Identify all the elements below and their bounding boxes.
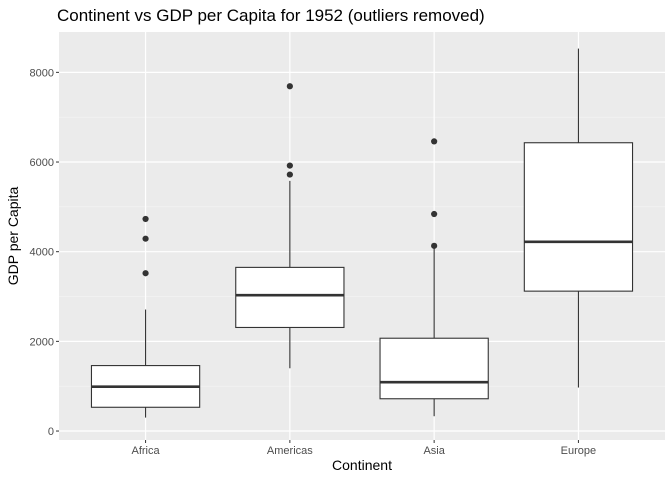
y-tick-label: 4000 bbox=[30, 247, 54, 259]
y-tick-label: 8000 bbox=[30, 67, 54, 79]
y-axis-title: GDP per Capita bbox=[5, 187, 21, 286]
outlier-point bbox=[142, 270, 149, 277]
outlier-point bbox=[142, 215, 149, 223]
outlier-point bbox=[431, 138, 438, 145]
x-tick-label: Africa bbox=[132, 445, 161, 457]
box-africa bbox=[90, 215, 201, 418]
x-axis-title: Continent bbox=[332, 457, 392, 473]
box-iqr bbox=[523, 142, 634, 292]
outlier-point bbox=[431, 210, 438, 218]
box-europe bbox=[523, 48, 634, 388]
x-tick-label: Americas bbox=[267, 445, 313, 457]
y-tick-label: 2000 bbox=[30, 336, 54, 348]
x-tick-label: Asia bbox=[423, 445, 445, 457]
outlier-point bbox=[286, 162, 293, 169]
outlier-point bbox=[286, 171, 293, 178]
x-axis: Africa Americas Asia Europe bbox=[132, 440, 596, 457]
box-americas bbox=[235, 83, 345, 369]
y-tick-label: 0 bbox=[48, 426, 54, 438]
outlier-point bbox=[142, 235, 149, 242]
box-asia bbox=[379, 138, 489, 417]
y-axis: 0 2000 4000 6000 8000 bbox=[30, 67, 59, 438]
x-tick-label: Europe bbox=[561, 445, 596, 457]
outlier-point bbox=[431, 242, 438, 249]
outlier-point bbox=[286, 83, 293, 90]
box-iqr bbox=[235, 266, 345, 329]
y-tick-label: 6000 bbox=[30, 157, 54, 169]
boxes bbox=[90, 48, 634, 418]
box-iqr bbox=[379, 337, 489, 400]
chart-title: Continent vs GDP per Capita for 1952 (ou… bbox=[57, 6, 485, 25]
